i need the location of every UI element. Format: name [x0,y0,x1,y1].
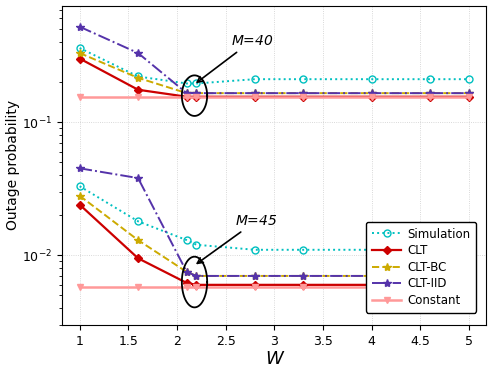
Text: $M$=45: $M$=45 [197,214,278,263]
Simulation [301,77,307,82]
Constant [466,95,472,99]
CLT [77,56,83,61]
CLT [252,95,258,99]
CLT-IID [252,91,258,95]
Legend: Simulation, CLT, CLT-BC, CLT-IID, Constant: Simulation, CLT, CLT-BC, CLT-IID, Consta… [366,222,476,313]
CLT [193,95,199,99]
CLT-IID [466,91,472,95]
CLT-BC [301,91,307,95]
CLT-IID [369,91,374,95]
Text: $M$=40: $M$=40 [197,34,273,82]
CLT-BC [369,91,374,95]
Line: CLT-BC: CLT-BC [75,49,473,97]
CLT-BC [466,91,472,95]
CLT-IID [135,51,141,55]
CLT [184,95,189,99]
CLT-BC [135,76,141,80]
CLT-BC [184,91,189,95]
Simulation [184,81,189,86]
Simulation [427,77,433,82]
Simulation [193,81,199,86]
CLT-IID [301,91,307,95]
X-axis label: W: W [265,350,283,368]
Constant [193,95,199,99]
Constant [427,95,433,99]
Line: CLT-IID: CLT-IID [75,22,473,97]
Constant [184,95,189,99]
Constant [135,95,141,99]
Constant [301,95,307,99]
Constant [252,95,258,99]
Simulation [252,77,258,82]
Constant [369,95,374,99]
CLT-IID [77,24,83,29]
CLT [466,95,472,99]
CLT [369,95,374,99]
CLT-IID [427,91,433,95]
CLT-BC [193,91,199,95]
CLT-IID [193,91,199,95]
Simulation [135,74,141,79]
CLT [135,88,141,92]
Line: Constant: Constant [76,93,472,100]
CLT [427,95,433,99]
Line: Simulation: Simulation [76,45,472,87]
Line: CLT: CLT [77,56,472,99]
CLT-BC [252,91,258,95]
CLT-BC [427,91,433,95]
Y-axis label: Outage probability: Outage probability [5,100,20,230]
Constant [77,95,83,99]
Simulation [77,46,83,50]
CLT-BC [77,51,83,55]
CLT [301,95,307,99]
Simulation [466,77,472,82]
Simulation [369,77,374,82]
CLT-IID [184,91,189,95]
